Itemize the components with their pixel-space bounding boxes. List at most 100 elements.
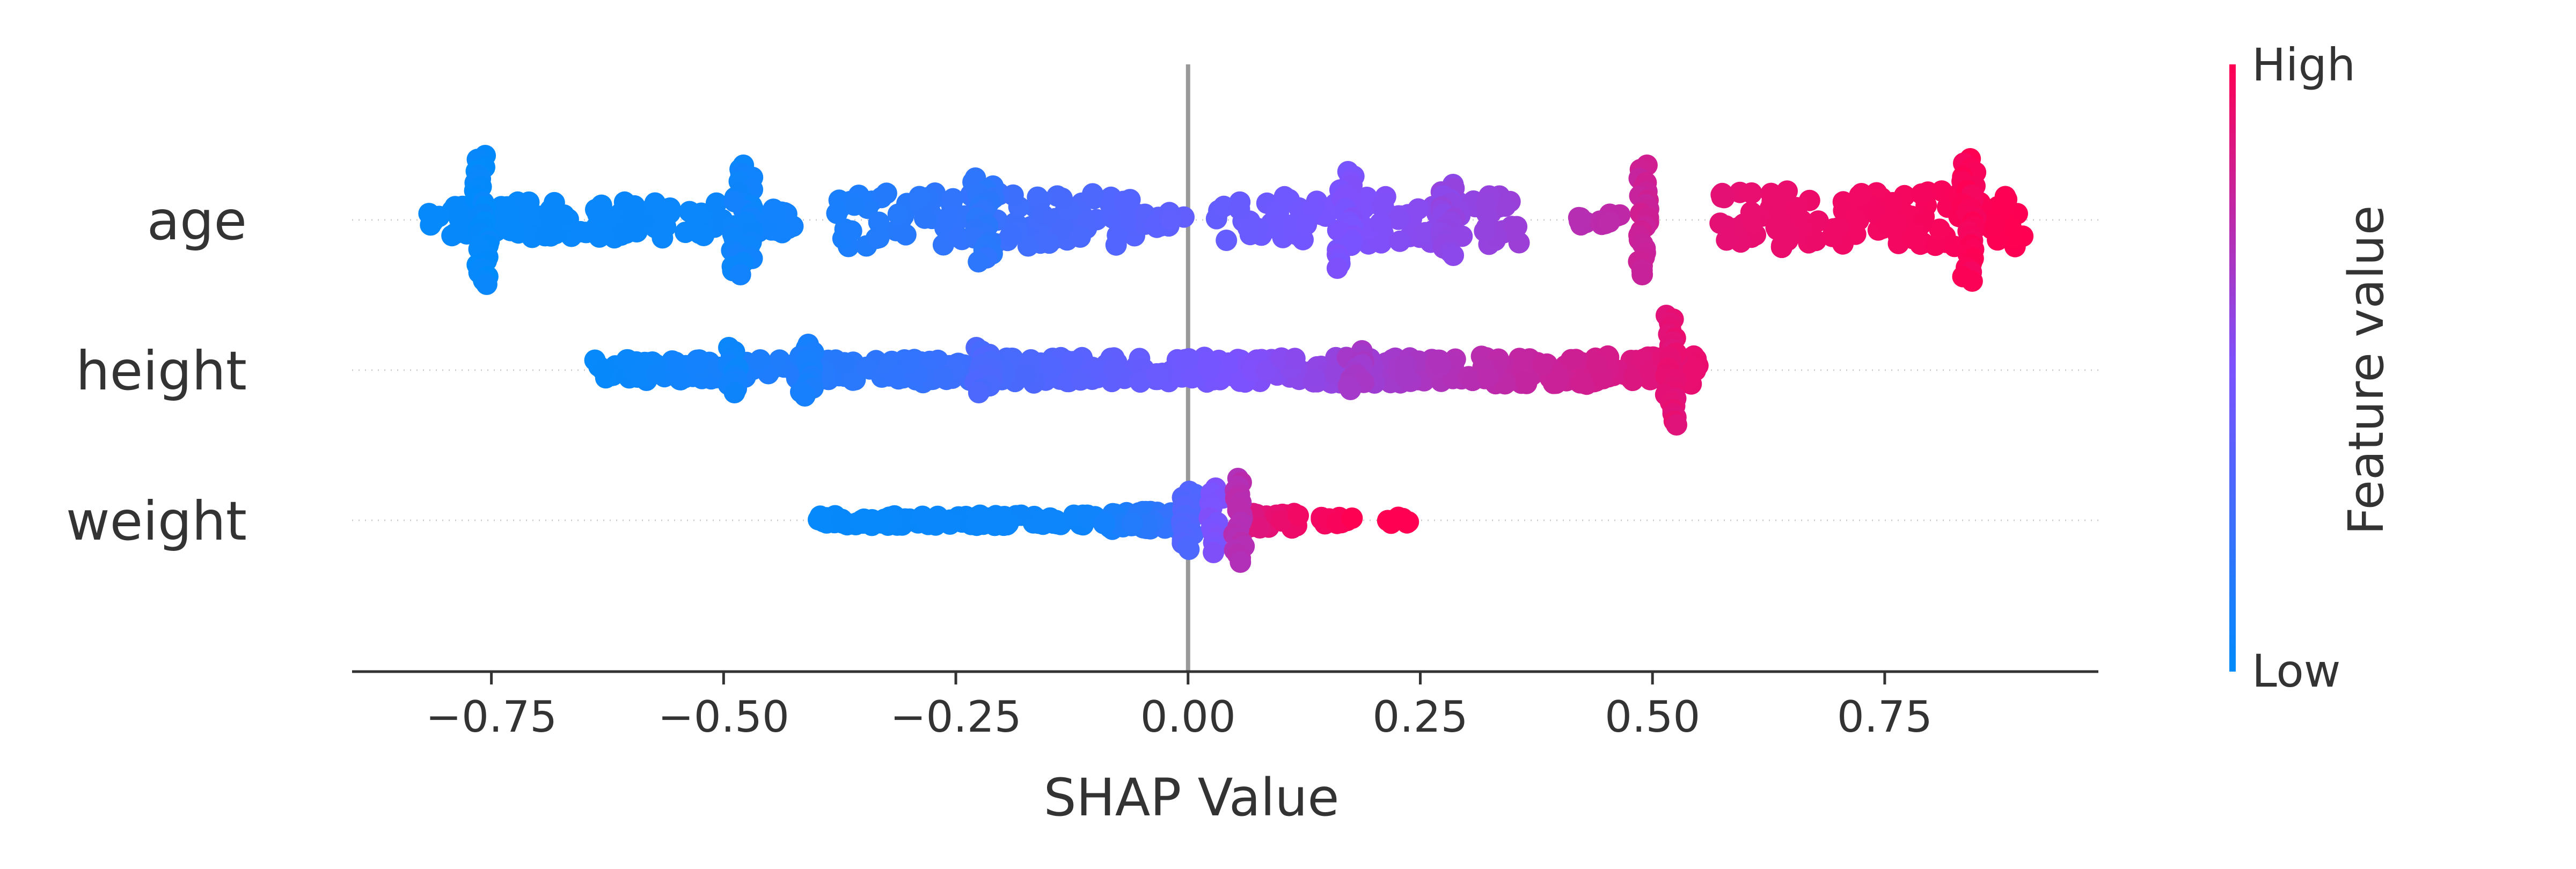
shap-point [1296, 213, 1318, 235]
shap-point [826, 202, 848, 224]
shap-point [1216, 230, 1238, 251]
shap-point [1027, 186, 1049, 208]
shap-point [832, 510, 854, 532]
feature-labels: age height weight [66, 189, 247, 553]
shap-point [1807, 210, 1829, 232]
shap-point [1770, 235, 1792, 257]
shap-point [1709, 212, 1731, 234]
shap-point [1716, 229, 1738, 251]
shap-point [887, 203, 909, 225]
shap-point [1882, 192, 1904, 213]
shap-point [763, 199, 785, 221]
shap-point [1516, 369, 1538, 390]
shap-point [496, 196, 518, 218]
feature-label-weight: weight [66, 490, 247, 553]
shap-point [1740, 182, 1762, 204]
shap-point [1094, 512, 1116, 534]
shap-point [1038, 232, 1060, 254]
shap-point [1427, 349, 1449, 371]
shap-point [1178, 348, 1200, 370]
shap-point [913, 207, 935, 229]
shap-point [1902, 227, 1924, 249]
x-tick-label: −0.25 [890, 692, 1021, 742]
shap-point [1103, 359, 1125, 380]
shap-point [693, 225, 715, 246]
shap-point [1572, 370, 1594, 392]
shap-point [932, 366, 954, 388]
shap-point [1271, 510, 1293, 532]
shap-point [938, 207, 960, 229]
shap-point [1585, 353, 1607, 375]
shap-point [1255, 359, 1277, 381]
shap-point [678, 201, 700, 223]
shap-point [1569, 207, 1591, 229]
shap-point [1070, 369, 1092, 391]
shap-point [1849, 185, 1871, 207]
shap-point [644, 192, 666, 214]
shap-point [855, 356, 877, 378]
shap-point [984, 514, 1006, 536]
shap-point [592, 359, 614, 381]
shap-point [1121, 512, 1143, 534]
shap-point [1181, 367, 1203, 389]
points-age [418, 145, 2034, 295]
shap-point [868, 227, 890, 249]
shap-point [1146, 363, 1168, 385]
shap-point [1230, 551, 1252, 573]
shap-point [1032, 513, 1054, 535]
shap-point [912, 505, 933, 527]
points-height [584, 305, 1709, 436]
shap-point [1414, 222, 1436, 244]
shap-point [749, 349, 771, 371]
shap-point [1560, 349, 1582, 371]
x-axis-ticks: −0.75 −0.50 −0.25 0.00 0.25 0.50 0.75 [426, 672, 1933, 742]
shap-point [895, 224, 917, 246]
shap-point [868, 211, 890, 233]
shap-point [1387, 208, 1409, 230]
shap-point [1198, 358, 1220, 380]
shap-point [1069, 226, 1091, 248]
shap-point [939, 513, 961, 535]
shap-point [968, 382, 990, 403]
shap-point [588, 226, 610, 248]
shap-point [475, 274, 497, 295]
feature-label-age: age [147, 189, 247, 252]
shap-point [723, 382, 745, 403]
shap-point [623, 213, 645, 235]
shap-point [1326, 257, 1348, 279]
points-weight [808, 468, 1419, 573]
shap-point [1051, 218, 1073, 240]
shap-point [909, 186, 931, 208]
shap-point [899, 350, 921, 372]
colorbar-title: Feature value [2338, 205, 2395, 535]
colorbar [2229, 64, 2236, 672]
shap-point [1340, 379, 1362, 400]
shap-point [1062, 351, 1084, 373]
shap-point [1681, 361, 1703, 383]
shap-point [1477, 366, 1499, 388]
shap-point [1924, 234, 1946, 256]
shap-point [1389, 230, 1411, 252]
shap-point [1776, 180, 1798, 202]
shap-point [1160, 209, 1182, 231]
shap-point [1495, 195, 1516, 217]
shap-point [705, 192, 727, 214]
shap-point [689, 349, 711, 371]
shap-point [853, 508, 875, 530]
shap-point [1929, 218, 1951, 240]
shap-point [1051, 187, 1073, 209]
x-tick-label: 0.00 [1140, 692, 1236, 742]
shap-point [539, 204, 561, 226]
shap-point [1598, 211, 1620, 233]
shap-point [1666, 414, 1687, 436]
shap-point [794, 385, 816, 407]
shap-point [942, 188, 964, 210]
shap-point [1377, 510, 1399, 532]
shap-point [1228, 198, 1250, 220]
x-tick-label: 0.75 [1837, 692, 1933, 742]
shap-point [598, 205, 620, 227]
shap-point [669, 369, 691, 391]
shap-point [1203, 542, 1225, 563]
shap-point [1711, 182, 1733, 204]
shap-point [1984, 214, 2006, 236]
